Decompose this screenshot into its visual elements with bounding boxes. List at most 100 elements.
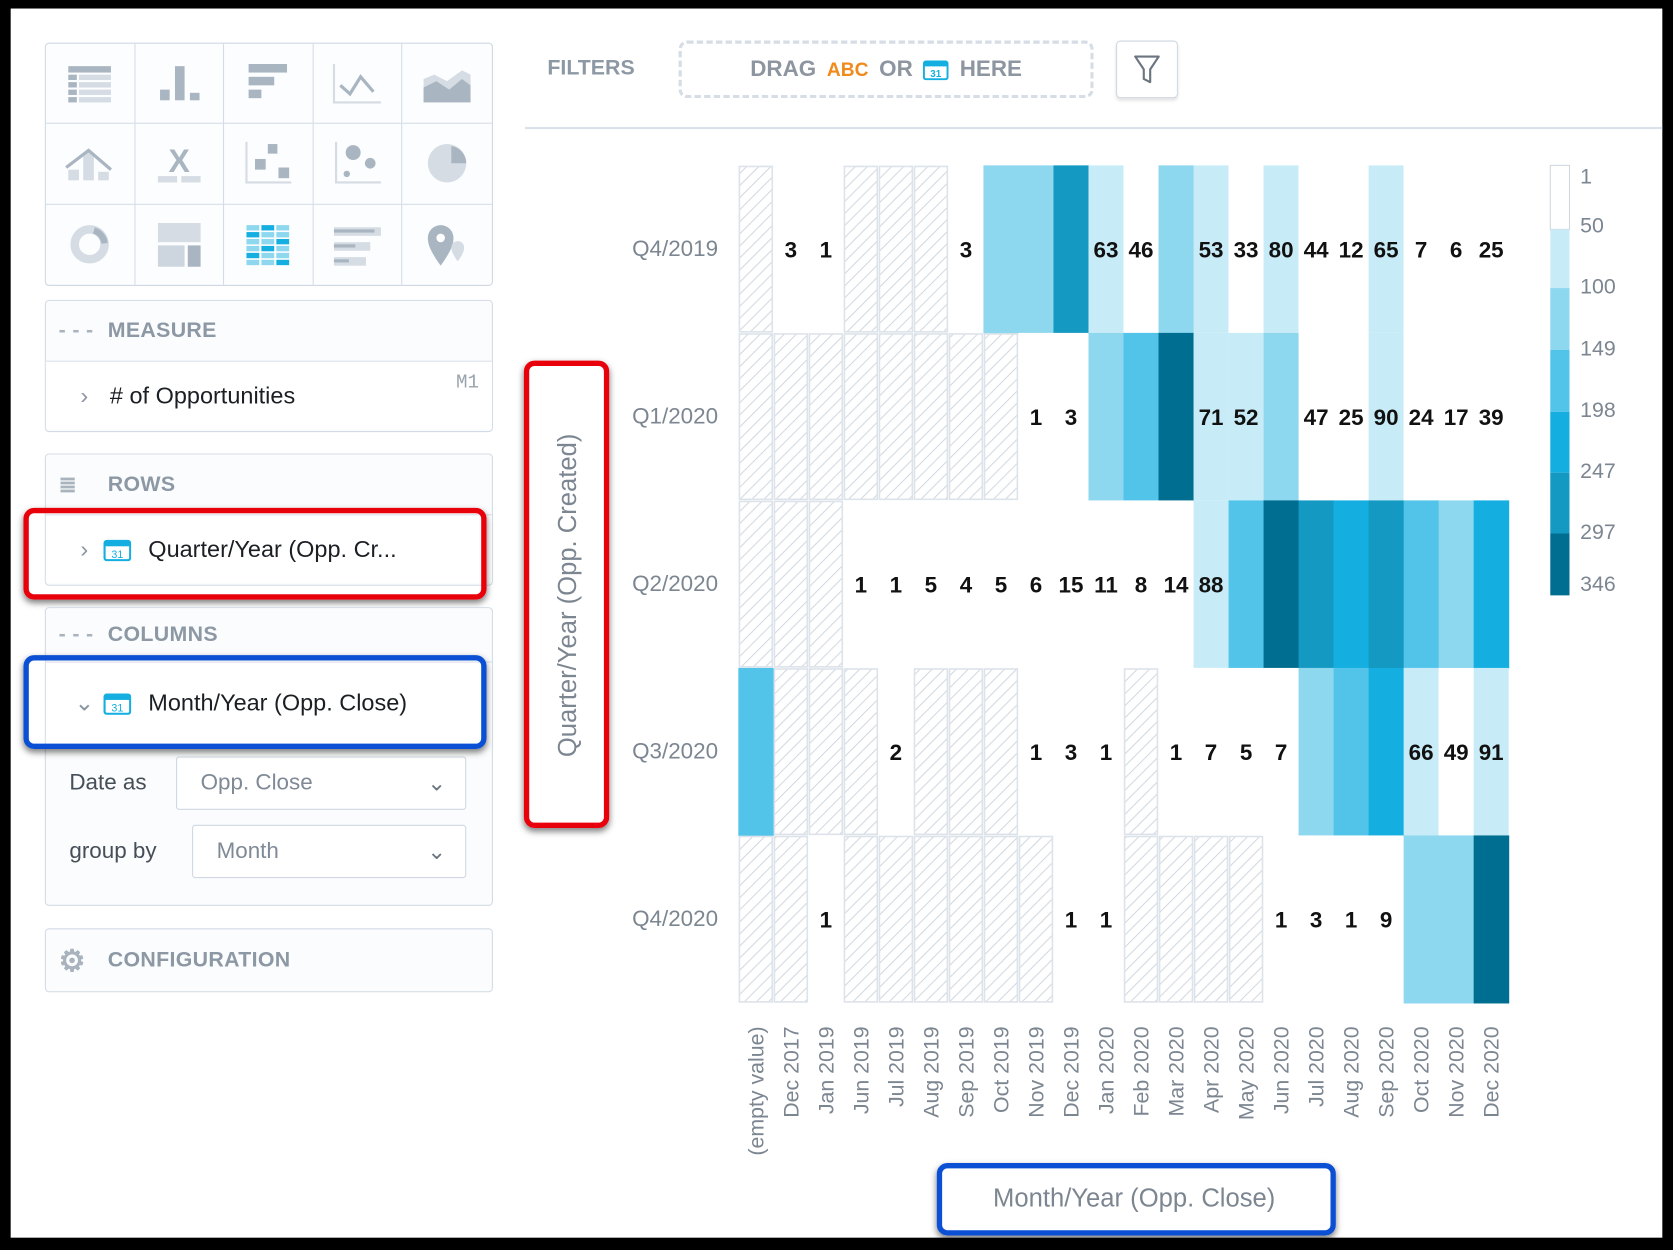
heatmap-cell-empty[interactable] (948, 835, 984, 1003)
heatmap-cell[interactable] (1088, 667, 1124, 836)
heatmap-cell[interactable] (1473, 835, 1510, 1004)
chevron-right-icon[interactable]: › (80, 535, 89, 562)
columns-item[interactable]: ⌄ 31 Month/Year (Opp. Close) (45, 661, 492, 743)
heatmap-cell[interactable] (1333, 667, 1370, 836)
chart-type-headline[interactable]: X (135, 124, 225, 205)
heatmap-cell[interactable] (1088, 500, 1124, 668)
heatmap-cell-empty[interactable] (808, 668, 844, 836)
heatmap-cell[interactable] (1193, 332, 1229, 501)
heatmap-cell[interactable] (1403, 835, 1440, 1004)
heatmap-cell[interactable] (1193, 667, 1229, 836)
heatmap-cell[interactable] (1158, 165, 1195, 334)
heatmap-cell[interactable] (1438, 835, 1475, 1004)
heatmap-cell[interactable] (1298, 500, 1335, 669)
heatmap-cell-empty[interactable] (1018, 835, 1054, 1003)
heatmap-cell[interactable] (913, 500, 949, 668)
heatmap-cell[interactable] (948, 165, 984, 333)
heatmap-cell[interactable] (1263, 835, 1299, 1003)
heatmap-cell[interactable] (1193, 500, 1229, 668)
heatmap-cell-empty[interactable] (913, 668, 949, 836)
heatmap-cell[interactable] (1438, 500, 1475, 669)
heatmap-cell[interactable] (1018, 332, 1054, 501)
heatmap-cell[interactable] (1403, 332, 1439, 501)
chart-type-treemap[interactable] (135, 204, 225, 285)
heatmap-cell[interactable] (1368, 500, 1405, 669)
heatmap-cell-empty[interactable] (773, 668, 809, 836)
heatmap-cell-empty[interactable] (843, 835, 879, 1003)
heatmap-cell[interactable] (1018, 500, 1054, 668)
heatmap-cell-empty[interactable] (1158, 835, 1194, 1003)
group-by-select[interactable]: Month ⌄ (192, 824, 467, 879)
heatmap-cell[interactable] (1053, 500, 1089, 668)
heatmap-cell[interactable] (1263, 165, 1299, 333)
chart-type-combo[interactable] (45, 124, 136, 205)
heatmap-cell[interactable] (1263, 500, 1300, 669)
chart-type-table[interactable] (45, 43, 136, 125)
heatmap-cell-empty[interactable] (738, 835, 774, 1003)
filter-button[interactable] (1116, 40, 1178, 99)
heatmap-cell[interactable] (1018, 165, 1055, 334)
heatmap-cell[interactable] (1403, 500, 1440, 669)
heatmap-cell-empty[interactable] (878, 835, 914, 1003)
heatmap-cell[interactable] (1088, 332, 1125, 501)
heatmap-cell-empty[interactable] (773, 333, 809, 501)
date-as-select[interactable]: Opp. Close ⌄ (176, 756, 467, 810)
heatmap-cell[interactable] (1298, 165, 1334, 333)
heatmap-cell-empty[interactable] (913, 165, 949, 333)
chart-type-donut[interactable] (46, 204, 136, 285)
heatmap-cell-empty[interactable] (808, 500, 844, 668)
heatmap-cell[interactable] (983, 165, 1019, 334)
heatmap-cell[interactable] (1263, 667, 1299, 836)
heatmap-cell-empty[interactable] (1228, 835, 1264, 1003)
heatmap-cell-empty[interactable] (1123, 835, 1159, 1003)
heatmap-cell[interactable] (773, 165, 809, 333)
heatmap-cell[interactable] (1438, 165, 1474, 333)
heatmap-cell-empty[interactable] (983, 835, 1019, 1003)
heatmap-cell[interactable] (1018, 667, 1054, 836)
heatmap-cell-empty[interactable] (878, 165, 914, 333)
heatmap-cell[interactable] (1438, 332, 1474, 501)
chart-type-geo[interactable] (403, 204, 492, 284)
chevron-down-icon[interactable]: ⌄ (74, 688, 95, 716)
heatmap-cell-empty[interactable] (738, 333, 774, 501)
heatmap-cell-empty[interactable] (913, 835, 949, 1003)
rows-item[interactable]: › 31 Quarter/Year (Opp. Cr... (45, 514, 492, 583)
filter-drop-zone[interactable]: DRAG ABC OR 31 HERE (678, 40, 1094, 99)
heatmap-cell[interactable] (1403, 667, 1439, 836)
heatmap-cell[interactable] (1193, 165, 1229, 333)
heatmap-cell[interactable] (1368, 332, 1404, 501)
heatmap-cell[interactable] (1473, 332, 1509, 501)
heatmap-cell-empty[interactable] (738, 165, 774, 333)
heatmap-cell[interactable] (1228, 332, 1264, 501)
heatmap-cell[interactable] (1368, 667, 1405, 836)
chart-type-line[interactable] (313, 43, 403, 125)
configuration-panel[interactable]: ⚙ CONFIGURATION (44, 928, 493, 993)
heatmap-cell[interactable] (948, 500, 984, 668)
heatmap-cell-empty[interactable] (948, 333, 984, 501)
heatmap-cell-empty[interactable] (983, 333, 1019, 501)
heatmap-cell[interactable] (1368, 165, 1404, 333)
chart-type-scatter[interactable] (224, 124, 314, 205)
heatmap-cell-empty[interactable] (843, 165, 879, 333)
heatmap-cell[interactable] (1123, 165, 1159, 333)
heatmap-cell[interactable] (1333, 500, 1370, 669)
heatmap-cell[interactable] (738, 667, 774, 836)
chart-type-bullet[interactable] (313, 204, 403, 285)
chart-type-bar[interactable] (224, 43, 314, 125)
heatmap-cell[interactable] (1123, 332, 1160, 501)
chart-type-area[interactable] (402, 44, 492, 125)
heatmap-cell[interactable] (1053, 835, 1089, 1003)
heatmap-cell[interactable] (1053, 332, 1089, 501)
heatmap-cell[interactable] (1473, 667, 1509, 836)
heatmap-cell[interactable] (1088, 835, 1124, 1003)
heatmap-cell[interactable] (843, 500, 879, 668)
heatmap-cell[interactable] (1228, 500, 1265, 669)
heatmap-cell-empty[interactable] (913, 333, 949, 501)
heatmap-cell[interactable] (1228, 165, 1264, 333)
heatmap-cell[interactable] (878, 667, 914, 836)
heatmap-cell-empty[interactable] (843, 333, 879, 501)
heatmap-cell[interactable] (1368, 835, 1404, 1003)
heatmap-cell[interactable] (1473, 165, 1509, 333)
heatmap-cell[interactable] (1053, 165, 1090, 334)
chart-type-column[interactable] (135, 43, 225, 125)
